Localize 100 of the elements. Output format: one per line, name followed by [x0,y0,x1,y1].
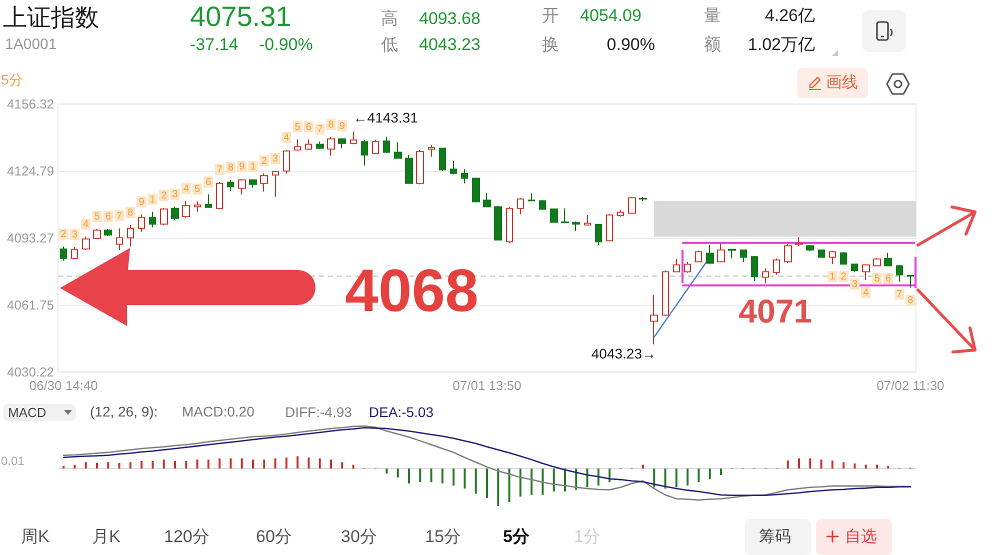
text: 8 [328,119,334,130]
bar [842,462,845,469]
text: 6 [206,176,212,188]
candlestick [806,244,814,252]
candlestick [472,178,480,202]
text: 0.01 [1,454,24,468]
candlestick [606,213,613,242]
bar [152,460,154,469]
candlestick [695,250,702,263]
text: 4 [83,219,89,230]
text: 2 [840,272,846,283]
candlestick [572,221,580,232]
bar [308,457,310,469]
candlestick [639,196,647,202]
candlestick [439,148,446,172]
chart-subtitle: 1A0001 [5,36,57,54]
candlestick [450,160,457,175]
text: 15分 [425,526,461,548]
bar [864,464,867,469]
text: 1 [250,162,256,173]
text: 额 [704,34,721,56]
candlestick [650,294,658,345]
y-tick-label: 4061.75 [7,297,54,312]
bar [341,462,344,469]
x-tick-label: 06/30 14:40 [29,378,98,393]
candlestick [851,264,858,272]
candlestick [628,196,636,214]
add-button: 自选 [816,519,892,555]
candlestick [740,249,747,263]
candlestick [216,182,223,210]
candlestick [127,224,134,248]
text: 5 [874,273,880,284]
series-label: DEA:-5.03 [368,404,434,420]
candlestick [728,248,736,259]
text: -37.14 [190,34,238,56]
dropdown-button: MACD [3,404,76,421]
bar [552,468,555,492]
text: 4 [284,132,290,144]
candlestick [762,268,769,284]
text: 4 [183,183,189,194]
candlestick [294,138,301,152]
text: 4093.68 [419,8,480,30]
text: 8 [128,207,134,218]
bar [230,458,232,469]
candlestick [483,192,491,208]
candlestick [829,250,836,265]
bar [330,460,332,469]
candlestick [517,197,524,215]
annotation: 4043.23→ [591,346,656,362]
bar [686,468,689,486]
bar [474,468,477,494]
bar [252,460,254,469]
text: 6 [306,122,312,133]
candlestick [428,144,435,158]
candlestick [840,252,847,265]
candlestick [595,223,602,246]
bar [419,468,422,482]
bar [876,464,878,469]
bar [240,458,243,469]
y-tick-label: 4030.22 [7,364,54,380]
text: 3 [172,189,178,200]
candlestick [528,192,535,202]
bar [408,468,410,484]
bar [96,463,98,469]
candlestick [884,252,892,267]
bar [519,468,522,497]
bar [318,458,321,469]
text: 量 [704,6,721,26]
text: 开 [542,6,559,26]
text: 7 [896,289,902,300]
text: -0.90% [259,34,313,56]
candlestick [249,178,257,188]
candlestick [60,246,67,262]
bar [174,460,176,469]
annotation: 4068 [345,256,478,326]
text: MACD:0.20 [182,404,254,420]
text: 5 [294,122,300,133]
bar [118,463,120,469]
text: 8 [908,295,914,306]
text: 120分 [164,526,210,548]
x-tick-label: 07/02 11:30 [876,378,944,393]
candlestick [673,258,680,273]
bar [854,463,856,469]
bar [274,458,276,469]
text: 4 [863,288,869,299]
candlestick [171,206,179,221]
text: 4.26亿 [764,6,815,26]
bar [530,468,533,495]
bar [820,460,822,469]
text: 7 [317,124,323,136]
candlestick [350,131,357,145]
candlestick [506,206,513,244]
bar [207,460,210,469]
candlestick [327,136,335,156]
text: 0.90% [606,34,655,56]
y-tick-label: 4124.79 [7,164,54,179]
candlestick [494,206,502,241]
candlestick [260,172,268,192]
draw-button: 画线 [797,68,868,98]
text: 2 [60,229,66,240]
